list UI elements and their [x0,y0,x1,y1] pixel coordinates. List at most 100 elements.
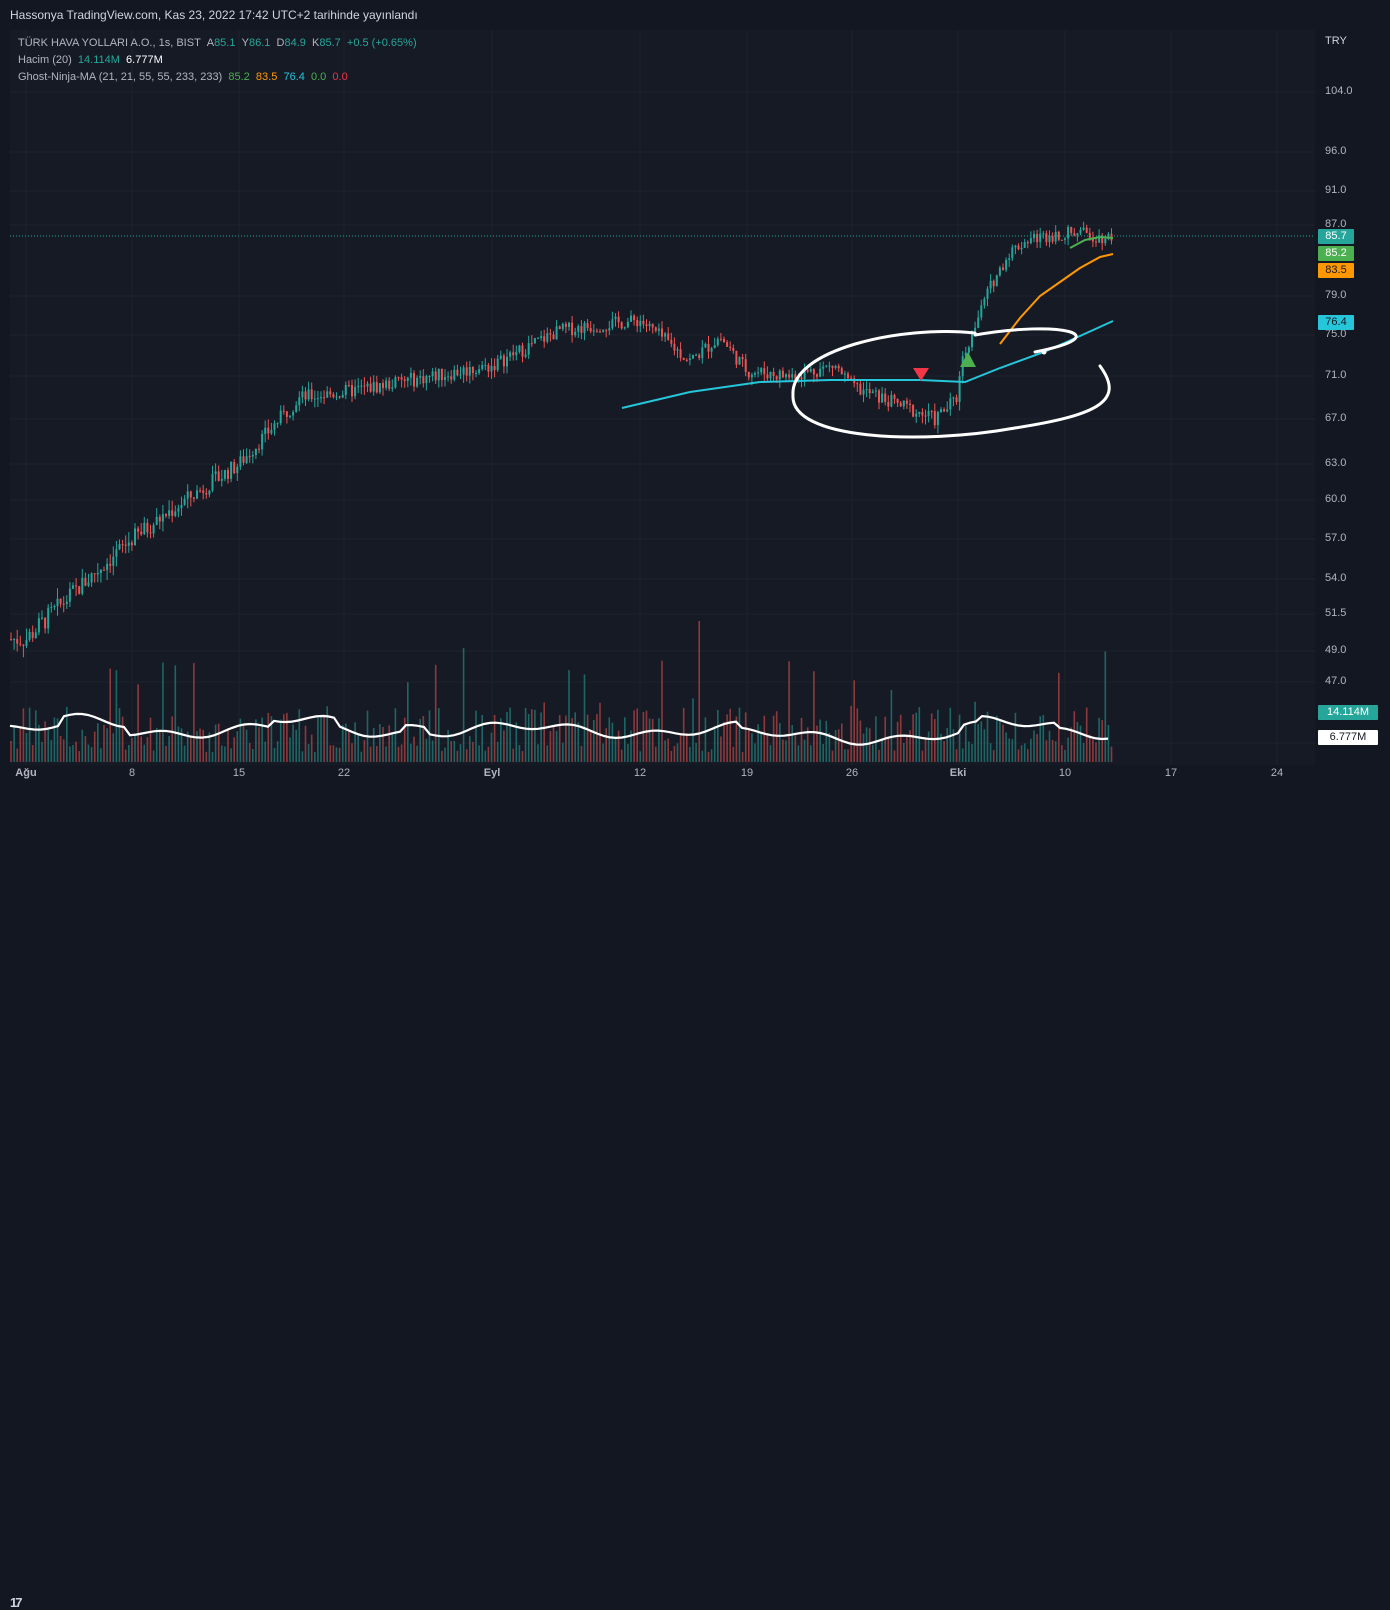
price-tick: 104.0 [1325,85,1353,97]
open-label: A [206,37,215,49]
volume-bar [484,750,487,762]
volume-bar [128,745,130,762]
candle-body [261,433,264,450]
volume-bar [748,729,750,762]
candle-body [481,365,484,370]
volume-bar [1104,651,1107,762]
candle-body [518,345,521,352]
volume-bar [245,729,248,762]
candle-body [555,326,558,340]
candle-body [983,298,986,306]
candle-body [47,607,50,629]
chart-canvas[interactable] [0,0,1390,824]
candle-body [1104,238,1107,244]
volume-bar [115,670,118,762]
candle-body [149,532,152,534]
volume-bar [72,745,74,762]
volume-bar [78,751,80,762]
volume-bar [896,721,899,762]
volume-bar [757,724,759,762]
volume-bar [16,748,18,762]
legend-volume-row[interactable]: Hacim (20) 14.114M 6.777M [18,52,417,69]
price-tick: 47.0 [1325,675,1347,687]
volume-bar [453,740,456,762]
volume-bar [236,731,239,762]
volume-bar [862,733,865,762]
candle-body [785,374,787,378]
chart-legend: TÜRK HAVA YOLLARI A.O., 1s, BIST A85.1 Y… [18,35,417,86]
volume-bar [295,729,297,762]
price-axis[interactable] [1315,30,1390,765]
volume-bar [332,745,335,762]
change-value: +0.5 (+0.65%) [346,37,417,49]
candle-body [335,396,338,398]
price-tick: 71.0 [1325,369,1347,381]
candle-body [750,374,753,378]
volume-bar [881,738,883,762]
candle-body [930,410,933,412]
time-axis[interactable] [0,765,1315,785]
candle-body [723,338,725,343]
volume-bar [289,737,291,762]
candle-body [366,383,369,387]
volume-bar [196,731,198,762]
volume-bar [785,740,787,762]
volume-bar [376,745,378,762]
candle-body [918,411,921,414]
candle-body [682,357,685,360]
volume-bar [143,744,146,762]
volume-bar [909,730,911,762]
volume-bar [261,717,263,762]
volume-bar [47,729,49,762]
volume-bar [217,723,220,762]
legend-ma-row[interactable]: Ghost-Ninja-MA (21, 21, 55, 55, 233, 233… [18,69,417,86]
candle-body [775,376,778,380]
time-tick: 26 [845,767,859,779]
candle-body [989,280,992,289]
currency-label[interactable]: TRY [1325,35,1347,47]
volume-bar [407,682,409,762]
volume-bar [224,746,226,762]
candle-body [400,377,403,380]
volume-bar [639,751,642,762]
candle-body [974,327,977,332]
candle-body [710,348,713,352]
legend-symbol-row[interactable]: TÜRK HAVA YOLLARI A.O., 1s, BIST A85.1 Y… [18,35,417,52]
volume-bar [270,716,273,762]
volume-bar [447,730,449,762]
volume-bar [686,733,688,762]
candle-body [437,368,440,381]
candle-body [183,498,186,505]
candle-body [812,369,815,375]
candle-body [1036,234,1039,243]
candle-body [537,337,539,339]
candle-body [806,369,809,372]
candle-body [946,409,949,412]
candle-body [103,569,105,571]
volume-bar [388,725,390,762]
volume-bar [19,726,22,762]
volume-bar [1008,738,1010,762]
tradingview-logo[interactable]: 17 [10,1595,23,1610]
candle-body [509,352,512,357]
volume-bar [66,706,68,762]
candle-body [512,352,515,356]
candle-body [561,323,564,329]
candle-body [270,429,273,434]
candle-body [484,365,487,367]
candle-body [822,366,825,369]
volume-bar [416,745,418,762]
candle-body [952,397,955,399]
candle-body [772,372,775,377]
candle-body [909,403,911,405]
ma-mid-tag: 83.5 [1318,263,1354,278]
volume-bar [44,721,46,762]
candle-body [819,368,822,377]
candle-body [884,393,887,402]
volume-bar [989,743,992,762]
candle-body [837,365,840,369]
volume-bar [1082,742,1085,762]
price-tick: 57.0 [1325,532,1347,544]
candle-body [137,528,140,532]
candle-body [332,394,335,398]
